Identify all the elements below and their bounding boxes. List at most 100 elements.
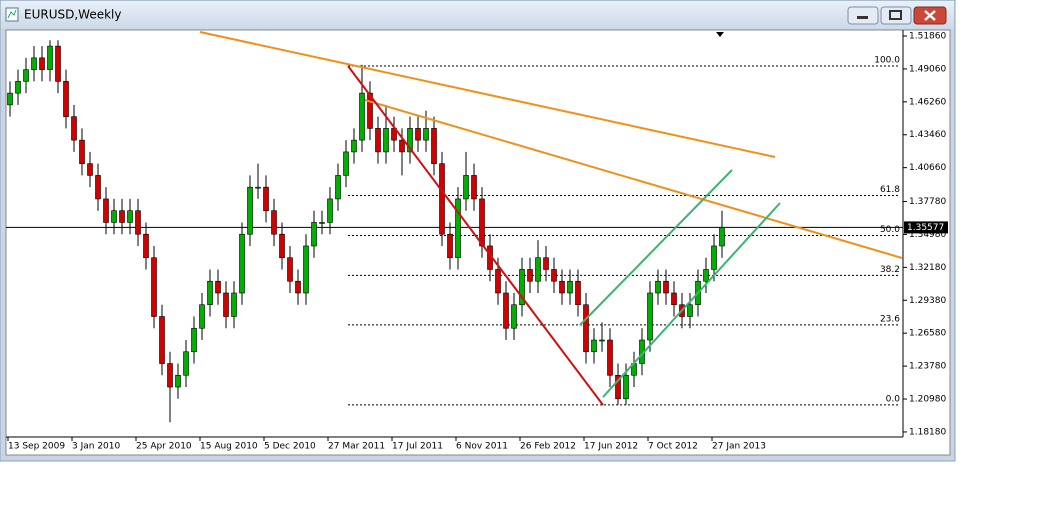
candle-body — [119, 210, 125, 223]
candle-body — [407, 128, 413, 153]
x-tick-label: 7 Oct 2012 — [648, 442, 698, 452]
candle-body — [47, 45, 53, 70]
candle-body — [511, 304, 517, 329]
candle-body — [671, 292, 677, 306]
candle-body — [551, 269, 557, 282]
candle-body — [367, 92, 373, 129]
current-price-label: 1.35577 — [907, 223, 944, 233]
chart-area — [5, 29, 951, 456]
shift-marker — [716, 32, 724, 37]
candle-body — [431, 128, 437, 164]
candle-body — [55, 45, 61, 82]
candle-body — [687, 304, 693, 317]
candle-body — [303, 245, 309, 294]
candle-body — [127, 210, 133, 223]
trendlines — [199, 31, 903, 406]
candle-body — [327, 198, 333, 223]
candle-body — [447, 233, 453, 259]
x-tick-label: 3 Jan 2010 — [72, 442, 120, 452]
candle-body — [151, 257, 157, 317]
candle-body — [471, 175, 477, 200]
candle-body — [199, 304, 205, 329]
candle-body — [599, 339, 605, 342]
candle-body — [351, 139, 357, 153]
candle-body — [583, 304, 589, 353]
y-tick-label: 1.40660 — [909, 163, 946, 173]
close-button[interactable] — [913, 6, 947, 25]
current-price-box — [904, 221, 948, 234]
candle-body — [287, 257, 293, 282]
candle-body — [231, 292, 237, 317]
y-tick-label: 1.43460 — [909, 130, 946, 140]
y-tick-label: 1.34980 — [909, 230, 946, 240]
candle-body — [207, 280, 213, 306]
window-icon-glyph — [7, 9, 17, 19]
candle-body — [423, 128, 429, 141]
y-tick-label: 1.26580 — [909, 329, 946, 339]
candle-body — [159, 316, 165, 364]
y-tick-label: 1.18180 — [909, 427, 946, 437]
candle-body — [7, 92, 13, 106]
candle-body — [463, 175, 469, 200]
candle-body — [319, 222, 325, 224]
candle-body — [175, 374, 181, 388]
candle-body — [247, 186, 253, 235]
minimize-button[interactable] — [847, 6, 879, 25]
candle-body — [111, 210, 117, 223]
candle-body — [103, 198, 109, 223]
x-tick-label: 17 Jun 2012 — [584, 442, 638, 452]
x-tick-label: 6 Nov 2011 — [456, 442, 508, 452]
candle-body — [295, 280, 301, 294]
window-icon — [5, 7, 19, 22]
candle-body — [719, 227, 725, 247]
candle-body — [567, 280, 573, 294]
candle-body — [495, 269, 501, 294]
candle-body — [39, 57, 45, 70]
candle-body — [223, 292, 229, 317]
candle-body — [527, 269, 533, 282]
plot: 1.51860 1.49060 1.46260 1.43460 1.40660 1.377… — [6, 31, 946, 452]
channel-line — [579, 169, 733, 326]
candle-body — [263, 186, 269, 211]
x-tick-label: 5 Dec 2010 — [264, 442, 316, 452]
x-tick-label: 15 Aug 2010 — [200, 442, 258, 452]
candle-body — [615, 374, 621, 400]
candle-body — [711, 245, 717, 270]
candle-body — [655, 280, 661, 294]
candle-body — [543, 257, 549, 270]
candle-body — [399, 139, 405, 153]
candle-body — [503, 292, 509, 329]
candle-body — [79, 139, 85, 164]
candle-body — [191, 327, 197, 353]
candle-body — [15, 81, 21, 94]
trendline — [364, 99, 903, 259]
x-tick-label: 27 Jan 2013 — [712, 442, 766, 452]
maximize-button[interactable] — [880, 6, 912, 25]
x-tick-label: 17 Jul 2011 — [392, 442, 443, 452]
candle-body — [455, 198, 461, 259]
candle-body — [183, 351, 189, 376]
title-bar — [1, 1, 954, 29]
fib-level-label: 23.6 — [880, 314, 900, 324]
candle-body — [607, 339, 613, 376]
candle-body — [663, 280, 669, 294]
candle-body — [535, 257, 541, 282]
candle-body — [215, 280, 221, 294]
y-tick-label: 1.23780 — [909, 362, 946, 372]
candle-body — [23, 69, 29, 82]
candle-body — [63, 81, 69, 117]
candle-body — [335, 175, 341, 200]
x-tick-label: 26 Feb 2012 — [520, 442, 576, 452]
overlay: 1.35577 — [904, 221, 948, 234]
fib-level-label: 50.0 — [880, 225, 900, 235]
x-tick-label: 27 Mar 2011 — [328, 442, 385, 452]
x-tick-label: 25 Apr 2010 — [136, 442, 192, 452]
candle-body — [439, 163, 445, 235]
candle-body — [359, 92, 365, 141]
candle-body — [519, 269, 525, 306]
y-tick-label: 1.51860 — [909, 31, 946, 41]
candle-body — [135, 210, 141, 235]
fib-level-label: 61.8 — [880, 185, 900, 195]
